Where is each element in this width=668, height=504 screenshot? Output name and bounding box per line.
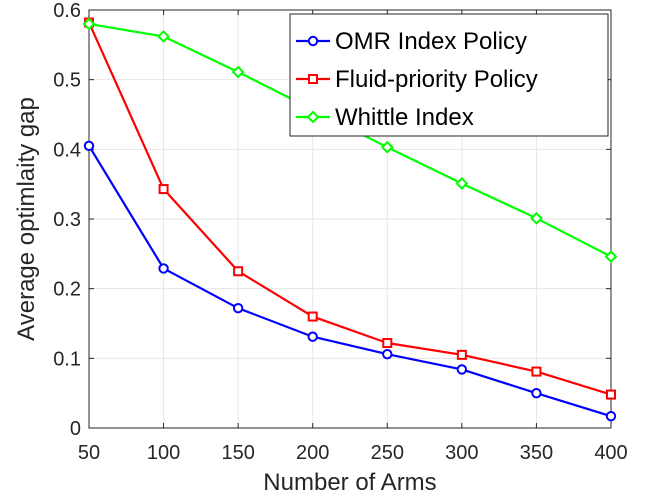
data-point [380,140,394,154]
y-axis-title: Average optimlaity gap [13,97,40,341]
y-tick-label: 0.2 [53,279,81,301]
data-point [605,410,617,422]
x-tick-label: 200 [296,442,329,464]
series-omr-index-policy [83,140,617,422]
data-point [604,250,618,264]
x-tick-label: 100 [147,442,180,464]
legend-label: Whittle Index [335,104,474,131]
data-point [530,211,543,225]
series-line [88,145,612,418]
data-point [606,389,616,400]
data-point [158,184,169,195]
x-tick-label: 150 [221,442,254,464]
y-tick-label: 0.3 [53,209,81,231]
data-point [231,65,245,79]
data-point [157,30,170,43]
y-tick-label: 0.1 [53,348,81,370]
legend-box [289,13,609,137]
x-tick-label: 50 [78,442,100,464]
x-tick-label: 250 [371,442,404,464]
legend-label: Fluid-priority Policy [335,66,538,93]
data-point [232,302,244,314]
legend-item: Whittle Index [296,104,474,131]
legend-item: OMR Index Policy [296,28,527,55]
data-point [382,348,393,360]
data-point [531,387,542,399]
data-point [307,331,318,342]
data-point [83,140,95,152]
data-point [456,349,467,360]
y-tick-label: 0.6 [53,0,81,22]
x-tick-label: 400 [594,442,627,464]
y-tick-label: 0.5 [53,70,81,92]
data-point [455,177,469,190]
data-point [531,366,542,377]
legend-marker [307,35,319,47]
legend: OMR Index Policy Fluid-priority Policy Whi… [289,13,609,137]
x-tick-label: 350 [520,442,553,464]
legend-marker [308,74,318,84]
data-point [456,364,468,375]
y-tick-label: 0 [70,418,81,440]
legend-marker [306,110,320,124]
data-point [158,263,169,274]
axis-ticks: 50 100 150 200 250 300 350 400 0 0.1 0.2 0.3 0.4 0.5 0… [53,0,628,464]
legend-item: Fluid-priority Policy [296,66,538,93]
data-point [307,311,318,322]
series-line [87,22,612,396]
legend-label: OMR Index Policy [335,28,527,55]
data-point [82,17,96,31]
y-tick-label: 0.4 [53,139,81,161]
data-point [382,338,393,349]
data-point [233,266,244,277]
x-tick-label: 300 [445,442,478,464]
x-axis-title: Number of Arms [263,469,436,496]
